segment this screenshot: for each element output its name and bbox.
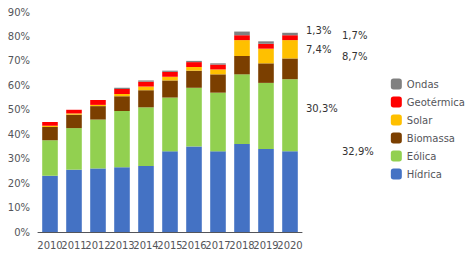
svg-text:50%: 50% [8,104,30,115]
svg-text:2015: 2015 [157,240,182,251]
svg-text:90%: 90% [8,7,30,18]
svg-text:0%: 0% [14,227,30,238]
svg-text:2016: 2016 [181,240,206,251]
svg-text:2017: 2017 [205,240,230,251]
svg-text:Geotérmica: Geotérmica [407,97,465,108]
svg-text:Ondas: Ondas [407,79,439,90]
svg-text:Eólica: Eólica [407,151,437,162]
svg-text:Biomassa: Biomassa [407,133,455,144]
svg-text:2018: 2018 [229,240,254,251]
svg-text:2020: 2020 [277,240,302,251]
svg-text:2013: 2013 [109,240,134,251]
svg-text:1,3%: 1,3% [306,25,331,36]
svg-text:30%: 30% [8,153,30,164]
svg-text:1,7%: 1,7% [342,30,367,41]
svg-text:32,9%: 32,9% [342,146,374,157]
svg-text:Hídrica: Hídrica [407,169,442,180]
svg-text:Solar: Solar [407,115,433,126]
svg-text:70%: 70% [8,55,30,66]
svg-text:2011: 2011 [61,240,86,251]
svg-text:80%: 80% [8,31,30,42]
svg-text:10%: 10% [8,202,30,213]
svg-text:2012: 2012 [85,240,110,251]
svg-text:20%: 20% [8,178,30,189]
svg-text:40%: 40% [8,129,30,140]
svg-text:2019: 2019 [253,240,278,251]
svg-text:2014: 2014 [133,240,158,251]
svg-text:60%: 60% [8,80,30,91]
svg-text:8,7%: 8,7% [342,51,367,62]
svg-text:30,3%: 30,3% [306,103,338,114]
svg-text:7,4%: 7,4% [306,44,331,55]
svg-text:2010: 2010 [37,240,62,251]
